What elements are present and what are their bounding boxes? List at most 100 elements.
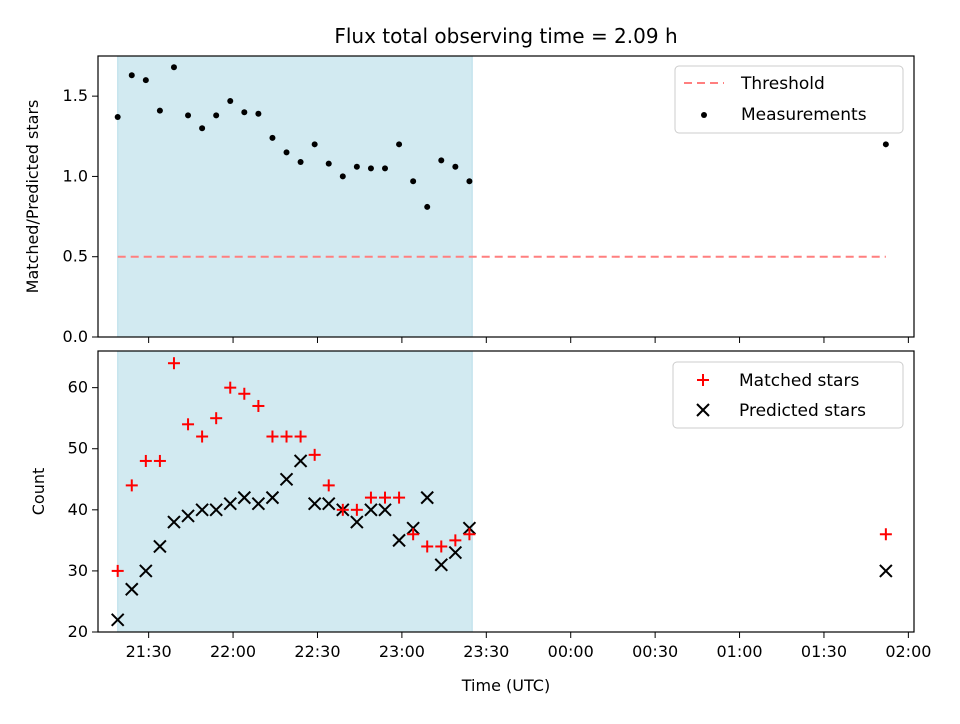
matched-star-point xyxy=(153,454,166,467)
cross-b xyxy=(434,558,448,572)
matched-star-point xyxy=(111,564,124,577)
cross-b xyxy=(378,503,392,517)
measurement-point xyxy=(170,64,177,71)
cross-b xyxy=(167,515,181,529)
measurement-point xyxy=(396,141,403,148)
predicted-star-point xyxy=(448,545,463,560)
x-tick-label: 01:00 xyxy=(716,642,762,661)
matched-star-point xyxy=(407,528,420,541)
predicted-star-point xyxy=(125,582,139,596)
cross-b xyxy=(307,497,322,511)
measurement-point xyxy=(283,149,290,156)
predicted-star-point xyxy=(322,497,336,511)
legend-box xyxy=(672,361,904,429)
cross-b xyxy=(125,582,139,596)
measurement-point xyxy=(311,141,318,148)
cross-b xyxy=(462,521,477,535)
cross-b xyxy=(153,539,167,554)
y-tick-label: 40 xyxy=(68,500,88,519)
measurement-point xyxy=(367,165,374,172)
predicted-star-point xyxy=(406,521,420,535)
y-tick-label: 20 xyxy=(68,622,88,641)
measurement-point xyxy=(382,165,389,172)
legend-matched-label: Matched stars xyxy=(739,371,859,391)
cross-b xyxy=(223,497,237,511)
matched-star-point xyxy=(238,387,251,400)
cross-b xyxy=(696,403,710,417)
matched-star-point xyxy=(294,430,307,443)
predicted-star-point xyxy=(378,503,392,517)
measurement-point xyxy=(353,163,360,170)
predicted-star-point xyxy=(237,490,252,505)
ratio-panel-frame xyxy=(97,55,915,338)
cross-b xyxy=(293,454,308,468)
matched-star-point xyxy=(336,503,349,516)
predicted-star-point xyxy=(181,509,195,523)
matched-star-point xyxy=(379,491,392,504)
predicted-star-point xyxy=(209,503,223,517)
predicted-star-point xyxy=(167,515,181,529)
predicted-star-point xyxy=(879,564,893,578)
matched-star-point xyxy=(167,357,180,370)
chart-title: Flux total observing time = 2.09 h xyxy=(334,24,677,48)
observing-window-shade xyxy=(117,55,473,338)
predicted-star-point xyxy=(307,497,322,511)
measurement-point xyxy=(199,125,206,132)
matched-star-point xyxy=(322,479,335,492)
count-panel: 20 30 40 50 60 21:30 22:00 22:30 23:00 23:30 00:00… xyxy=(29,350,931,661)
cross-b xyxy=(406,521,420,535)
x-axis-label: Time (UTC) xyxy=(461,676,550,695)
predicted-star-point xyxy=(350,515,364,529)
count-panel-frame xyxy=(97,350,915,633)
predicted-star-point xyxy=(279,472,294,486)
x-tick-label: 00:00 xyxy=(548,642,594,661)
measurement-point xyxy=(213,112,220,119)
matched-star-point xyxy=(879,528,892,541)
matched-star-point xyxy=(266,430,279,443)
ratio-legend: Threshold Measurements xyxy=(674,65,904,134)
matched-star-point xyxy=(421,540,434,553)
cross-b xyxy=(237,490,252,505)
predicted-star-point xyxy=(462,521,477,535)
measurement-point xyxy=(424,203,431,210)
matched-star-point xyxy=(463,528,476,541)
legend-box xyxy=(674,65,904,134)
measurement-point xyxy=(339,173,346,180)
y-tick-label: 0.5 xyxy=(63,247,88,266)
matched-star-point xyxy=(308,448,321,461)
measurement-point xyxy=(325,160,332,167)
x-tick-label: 01:30 xyxy=(801,642,847,661)
matched-star-point xyxy=(435,540,448,553)
matched-star-point xyxy=(280,430,293,443)
cross-b xyxy=(110,613,125,627)
measurement-point xyxy=(438,157,445,164)
matched-star-point xyxy=(252,399,265,412)
measurement-point xyxy=(114,114,121,121)
x-tick-label: 22:00 xyxy=(210,642,256,661)
legend-matched-swatch xyxy=(697,374,709,386)
x-tick-label: 21:30 xyxy=(126,642,172,661)
legend-measurement-swatch xyxy=(701,112,707,118)
y-tick-label: 0.0 xyxy=(63,327,88,346)
predicted-star-point xyxy=(251,497,266,511)
predicted-star-point xyxy=(392,533,406,548)
y-axis-label: Count xyxy=(29,468,48,516)
y-axis-label: Matched/Predicted stars xyxy=(23,100,42,294)
measurement-point xyxy=(255,110,262,117)
cross-b xyxy=(322,497,336,511)
cross-b xyxy=(448,545,463,560)
x-tick-label: 23:00 xyxy=(379,642,425,661)
measurement-point xyxy=(156,107,163,114)
matched-star-point xyxy=(364,491,377,504)
predicted-star-point xyxy=(110,613,125,627)
x-tick-label: 22:30 xyxy=(294,642,340,661)
legend-predicted-label: Predicted stars xyxy=(739,401,866,421)
legend-threshold-label: Threshold xyxy=(740,74,825,94)
measurement-point xyxy=(410,178,417,185)
matched-star-point xyxy=(393,491,406,504)
cross-b xyxy=(265,490,280,505)
x-tick-label: 23:30 xyxy=(463,642,509,661)
cross-b xyxy=(181,509,195,523)
matched-star-point xyxy=(182,418,195,431)
